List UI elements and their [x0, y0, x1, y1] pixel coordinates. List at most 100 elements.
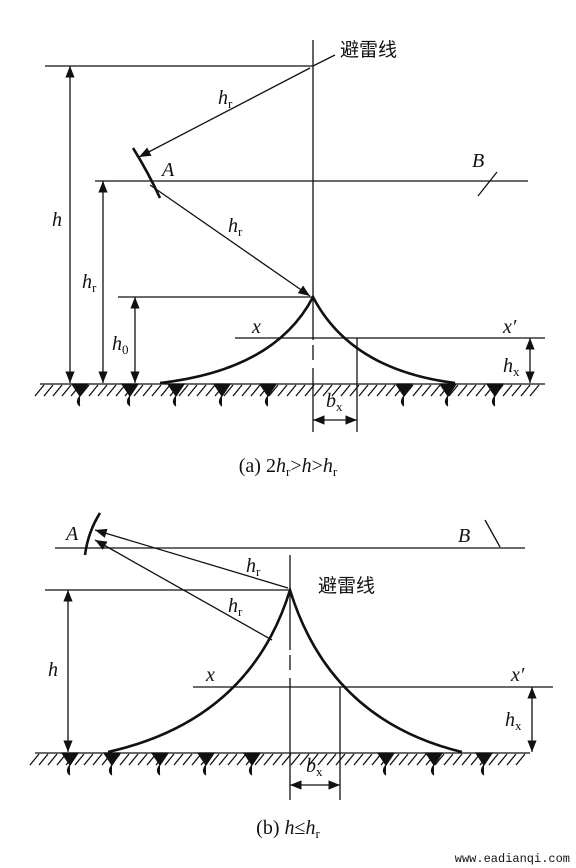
hatch: [488, 753, 499, 766]
electrode: [166, 383, 186, 407]
hatch: [38, 753, 49, 766]
panel-b: A B hr hr 避雷线 x x′ h hx bx (b) h≤hr: [45, 512, 553, 841]
electrode: [394, 383, 414, 407]
hatch: [398, 753, 409, 766]
hatch: [173, 753, 184, 766]
hatch: [236, 753, 247, 766]
hatch: [272, 753, 283, 766]
hatch: [322, 384, 333, 397]
hatch: [502, 384, 513, 397]
point-label: B: [472, 150, 484, 172]
electrode: [212, 383, 232, 407]
hatch: [335, 753, 346, 766]
hatch: [358, 384, 369, 397]
radius-arrow: [94, 528, 289, 589]
hatch: [304, 384, 315, 397]
hatch: [254, 753, 265, 766]
hatch: [466, 384, 477, 397]
leader: [312, 54, 336, 67]
hatch: [74, 753, 85, 766]
height-label: hr: [82, 271, 97, 295]
hatch: [268, 384, 279, 397]
radius-label: hr: [218, 87, 233, 111]
ground: [29, 383, 545, 776]
hatch: [209, 753, 220, 766]
hatch: [430, 384, 441, 397]
hatch: [331, 384, 342, 397]
electrode: [60, 752, 80, 776]
electrode: [150, 752, 170, 776]
radius-arrow: [138, 67, 311, 158]
hatch: [227, 753, 238, 766]
width-label: bx: [326, 390, 343, 414]
electrode: [474, 752, 494, 776]
hatch: [205, 384, 216, 397]
radius-label: hr: [228, 215, 243, 239]
hatch: [520, 384, 531, 397]
hatch: [218, 753, 229, 766]
radius-arrow: [149, 184, 311, 297]
radius-label: hr: [228, 595, 243, 619]
hatch: [83, 753, 94, 766]
hatch: [295, 384, 306, 397]
hatch: [529, 384, 540, 397]
arc: [131, 147, 162, 199]
hatch: [286, 384, 297, 397]
electrode: [258, 383, 278, 407]
wire-label: 避雷线: [340, 39, 397, 61]
hatch: [241, 384, 252, 397]
hatch: [511, 384, 522, 397]
width-label: bx: [306, 755, 323, 779]
electrode: [485, 383, 505, 407]
hatch: [515, 753, 526, 766]
hatch: [263, 753, 274, 766]
x-label: x: [205, 664, 215, 686]
hatch: [317, 753, 328, 766]
hatch: [308, 753, 319, 766]
hatch: [142, 384, 153, 397]
electrode: [120, 383, 140, 407]
hatch: [164, 753, 175, 766]
hatch: [29, 753, 40, 766]
point-label: B: [458, 525, 470, 547]
height-label: hx: [505, 709, 522, 733]
height-label: hx: [503, 355, 520, 379]
height-label: h: [52, 209, 62, 231]
electrode: [424, 752, 444, 776]
protection-curve: [159, 294, 456, 385]
hatch: [389, 753, 400, 766]
x-label: x′: [510, 664, 525, 686]
hatch: [52, 384, 63, 397]
electrode: [102, 752, 122, 776]
hatch: [506, 753, 517, 766]
hatch: [34, 384, 45, 397]
hatch: [407, 753, 418, 766]
slash: [477, 171, 498, 197]
protection-curve: [107, 585, 463, 754]
hatch: [88, 384, 99, 397]
hatch: [349, 384, 360, 397]
wire-label: 避雷线: [318, 575, 375, 597]
hatch: [497, 753, 508, 766]
hatch: [151, 384, 162, 397]
hatch: [106, 384, 117, 397]
hatch: [128, 753, 139, 766]
height-label: h0: [112, 333, 129, 357]
hatch: [97, 384, 108, 397]
hatch: [326, 753, 337, 766]
hatch: [133, 384, 144, 397]
point-label: A: [64, 523, 79, 545]
hatch: [416, 753, 427, 766]
hatch: [421, 384, 432, 397]
hatch: [362, 753, 373, 766]
hatch: [412, 384, 423, 397]
caption: (a) 2hr>h>hr: [239, 455, 338, 479]
hatch: [299, 753, 310, 766]
caption: (b) h≤hr: [256, 817, 320, 841]
hatch: [277, 384, 288, 397]
hatch: [376, 384, 387, 397]
hatch: [457, 384, 468, 397]
hatch: [119, 753, 130, 766]
watermark: www.eadianqi.com: [455, 852, 570, 866]
